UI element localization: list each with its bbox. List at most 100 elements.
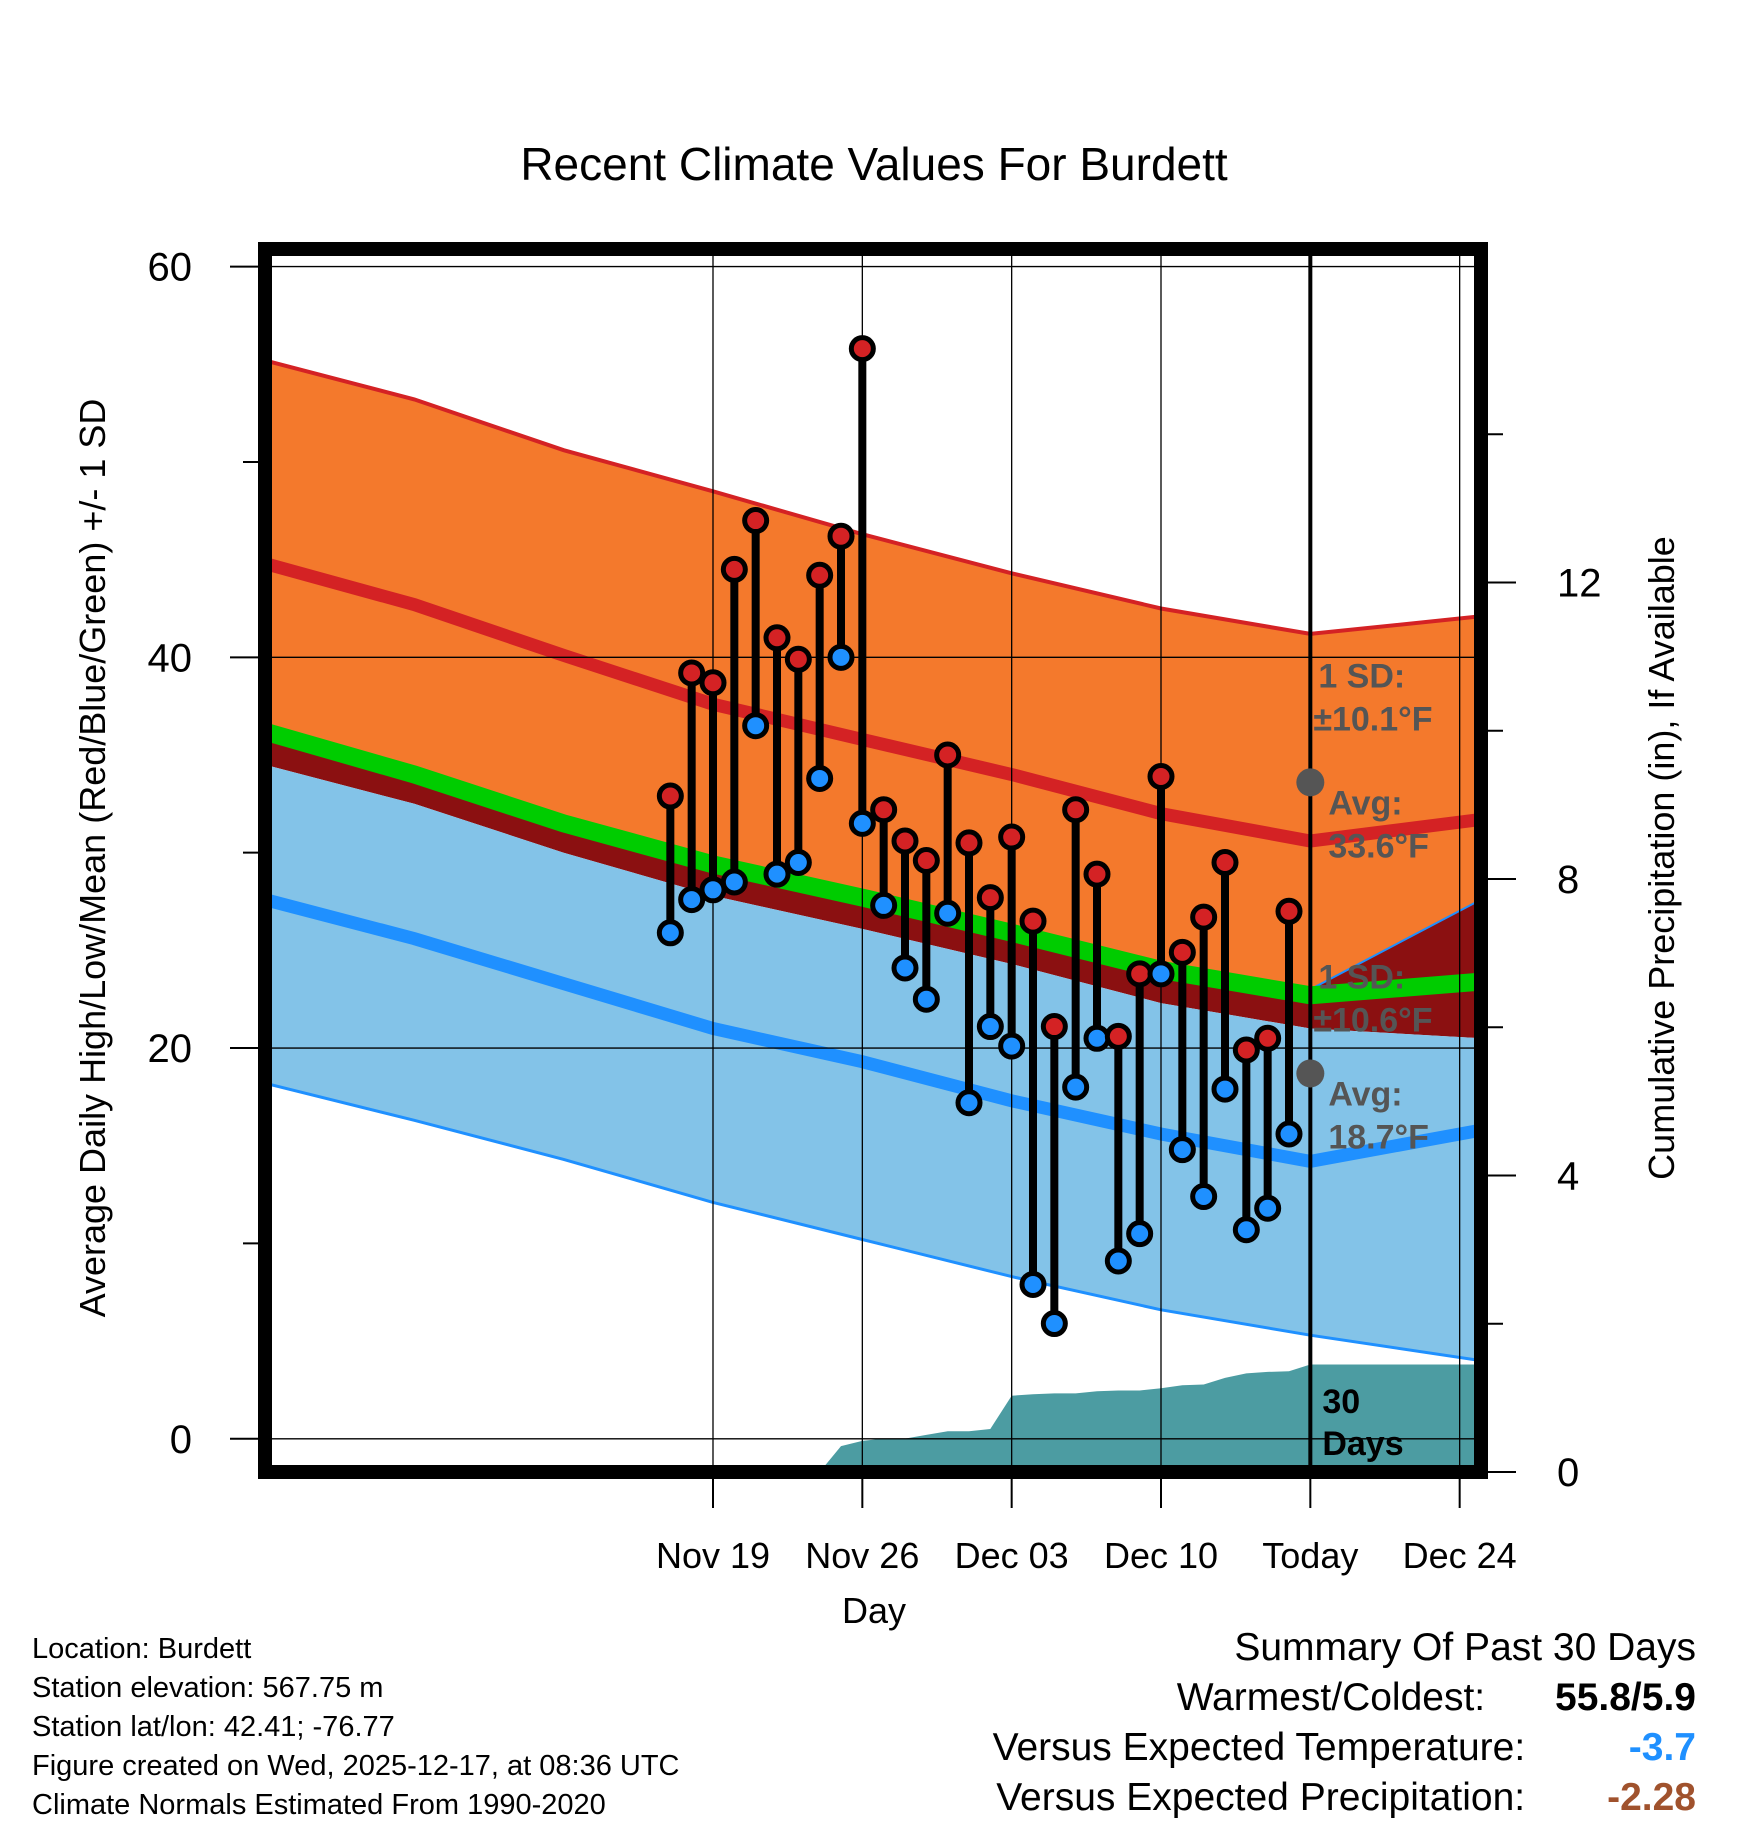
daily-high-point (1254, 1024, 1282, 1052)
daily-low-point (934, 899, 962, 927)
today-days-word: Days (1322, 1425, 1403, 1463)
daily-high-point (742, 507, 770, 535)
daily-high-point (763, 624, 791, 652)
daily-high-point (827, 522, 855, 550)
daily-high-point (806, 561, 834, 589)
daily-low-point (763, 860, 791, 888)
daily-low-point (678, 886, 706, 914)
high-avg-label: Avg: (1328, 784, 1402, 822)
daily-high-point (1147, 762, 1175, 790)
daily-high-point (998, 823, 1026, 851)
daily-low-point (848, 809, 876, 837)
temp-deviation-label: Versus Expected Temperature: (992, 1726, 1526, 1769)
observations-layer (656, 335, 1303, 1338)
today-days-number: 30 (1322, 1383, 1360, 1421)
low-avg-value: 18.7°F (1328, 1118, 1429, 1156)
daily-low-point (1062, 1073, 1090, 1101)
y-axis-label: Average Daily High/Low/Mean (Red/Blue/Gr… (72, 399, 113, 1318)
x-axis-label: Day (842, 1590, 906, 1631)
precipitation-area (265, 1364, 1481, 1472)
high-normal-band (265, 360, 1481, 990)
daily-low-point (1083, 1024, 1111, 1052)
plot-frame (258, 242, 1488, 1479)
daily-high-point (784, 645, 812, 673)
daily-low-point (742, 712, 770, 740)
daily-low-point (870, 891, 898, 919)
y2-tick-label: 12 (1557, 562, 1602, 606)
annotation-layer: 1 SD: ±10.1°F Avg: 33.6°F 1 SD: ±10.6°F Avg: 18… (1296, 657, 1433, 1463)
daily-high-point (934, 741, 962, 769)
plot-area (265, 249, 1481, 1472)
daily-low-point (1275, 1120, 1303, 1148)
daily-high-point (976, 884, 1004, 912)
high-normal-marker (1296, 768, 1325, 797)
daily-high-point (1126, 960, 1154, 988)
station-location: Location: Burdett (32, 1633, 252, 1665)
y-tick-label: 20 (148, 1027, 193, 1071)
temp-deviation-value: -3.7 (1628, 1726, 1696, 1769)
daily-low-point (955, 1089, 983, 1117)
daily-low-point (784, 848, 812, 876)
y2-axis-label: Cumulative Precipitation (in), If Availa… (1641, 536, 1682, 1180)
daily-high-point (955, 829, 983, 857)
daily-low-point (1232, 1216, 1260, 1244)
warmest-coldest-value: 55.8/5.9 (1555, 1676, 1696, 1719)
y2-tick-label: 8 (1557, 858, 1579, 902)
y2-tick-label: 0 (1557, 1451, 1579, 1495)
daily-low-point (1168, 1136, 1196, 1164)
y2-tick-label: 4 (1557, 1155, 1579, 1199)
daily-low-point (998, 1032, 1026, 1060)
station-latlon: Station lat/lon: 42.41; -76.77 (32, 1711, 395, 1743)
figure-created: Figure created on Wed, 2025-12-17, at 08… (32, 1750, 680, 1782)
y-tick-label: 0 (170, 1418, 192, 1462)
precip-deviation-value: -2.28 (1607, 1776, 1696, 1819)
daily-low-point (912, 985, 940, 1013)
daily-high-point (1232, 1036, 1260, 1064)
daily-high-point (912, 847, 940, 874)
daily-high-point (870, 796, 898, 824)
y-tick-label: 40 (148, 636, 193, 680)
daily-high-point (1104, 1022, 1132, 1050)
daily-high-point (699, 669, 727, 697)
y-tick-label: 60 (148, 246, 193, 290)
low-avg-label: Avg: (1328, 1075, 1402, 1113)
daily-low-point (1040, 1310, 1068, 1338)
daily-low-point (656, 919, 684, 947)
x-tick-label: Dec 03 (955, 1535, 1069, 1576)
x-tick-label: Dec 24 (1403, 1535, 1517, 1576)
daily-high-point (720, 555, 748, 583)
summary-temperature: Versus Expected Temperature: -3.7 (993, 1726, 1696, 1770)
low-normal-marker (1296, 1059, 1325, 1088)
precip-deviation-label: Versus Expected Precipitation: (996, 1776, 1526, 1819)
daily-low-point (891, 954, 919, 982)
daily-low-point (976, 1013, 1004, 1041)
daily-low-point (1126, 1220, 1154, 1248)
daily-high-point (1019, 907, 1047, 935)
daily-high-point (1275, 897, 1303, 925)
low-sd-label: 1 SD: (1318, 958, 1405, 996)
summary-title: Summary Of Past 30 Days (1234, 1626, 1696, 1669)
daily-low-point (806, 764, 834, 792)
station-elevation: Station elevation: 567.75 m (32, 1672, 384, 1704)
daily-high-point (1062, 796, 1090, 824)
daily-low-point (1190, 1183, 1218, 1211)
daily-low-point (1019, 1270, 1047, 1298)
high-sd-label: 1 SD: (1318, 657, 1405, 695)
summary-precipitation: Versus Expected Precipitation: -2.28 (996, 1776, 1696, 1820)
daily-high-point (1040, 1013, 1068, 1041)
normals-period: Climate Normals Estimated From 1990-2020 (32, 1789, 606, 1821)
summary-warmest-coldest: Warmest/Coldest: 55.8/5.9 (1177, 1676, 1696, 1720)
daily-high-point (656, 782, 684, 810)
daily-high-point (848, 335, 876, 363)
daily-low-point (720, 868, 748, 896)
low-sd-value: ±10.6°F (1313, 1001, 1432, 1039)
high-sd-value: ±10.1°F (1313, 700, 1432, 738)
daily-high-point (1190, 903, 1218, 931)
daily-high-point (891, 827, 919, 855)
x-tick-label: Nov 26 (805, 1535, 919, 1576)
warmest-coldest-label: Warmest/Coldest: (1176, 1676, 1486, 1719)
axes-layer: 0 20 40 60 0 4 8 12 Nov 19 Nov 26 Dec 03 Dec 10 Toda… (148, 246, 1602, 1576)
daily-high-point (1168, 938, 1196, 966)
chart-title: Recent Climate Values For Burdett (520, 138, 1228, 190)
